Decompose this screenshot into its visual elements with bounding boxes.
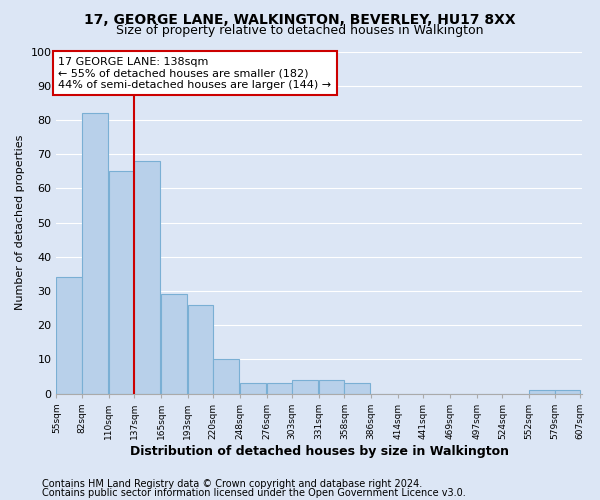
Bar bbox=[554, 390, 580, 394]
Bar bbox=[134, 161, 160, 394]
Y-axis label: Number of detached properties: Number of detached properties bbox=[15, 135, 25, 310]
Text: Size of property relative to detached houses in Walkington: Size of property relative to detached ho… bbox=[116, 24, 484, 37]
Bar bbox=[319, 380, 344, 394]
Bar bbox=[213, 360, 239, 394]
X-axis label: Distribution of detached houses by size in Walkington: Distribution of detached houses by size … bbox=[130, 444, 509, 458]
Bar bbox=[344, 384, 370, 394]
Bar bbox=[292, 380, 318, 394]
Bar bbox=[529, 390, 554, 394]
Bar bbox=[82, 113, 108, 394]
Text: Contains HM Land Registry data © Crown copyright and database right 2024.: Contains HM Land Registry data © Crown c… bbox=[42, 479, 422, 489]
Text: 17 GEORGE LANE: 138sqm
← 55% of detached houses are smaller (182)
44% of semi-de: 17 GEORGE LANE: 138sqm ← 55% of detached… bbox=[58, 56, 331, 90]
Text: 17, GEORGE LANE, WALKINGTON, BEVERLEY, HU17 8XX: 17, GEORGE LANE, WALKINGTON, BEVERLEY, H… bbox=[84, 12, 516, 26]
Bar bbox=[161, 294, 187, 394]
Text: Contains public sector information licensed under the Open Government Licence v3: Contains public sector information licen… bbox=[42, 488, 466, 498]
Bar bbox=[240, 384, 266, 394]
Bar bbox=[109, 171, 134, 394]
Bar bbox=[56, 277, 82, 394]
Bar bbox=[266, 384, 292, 394]
Bar bbox=[188, 304, 213, 394]
